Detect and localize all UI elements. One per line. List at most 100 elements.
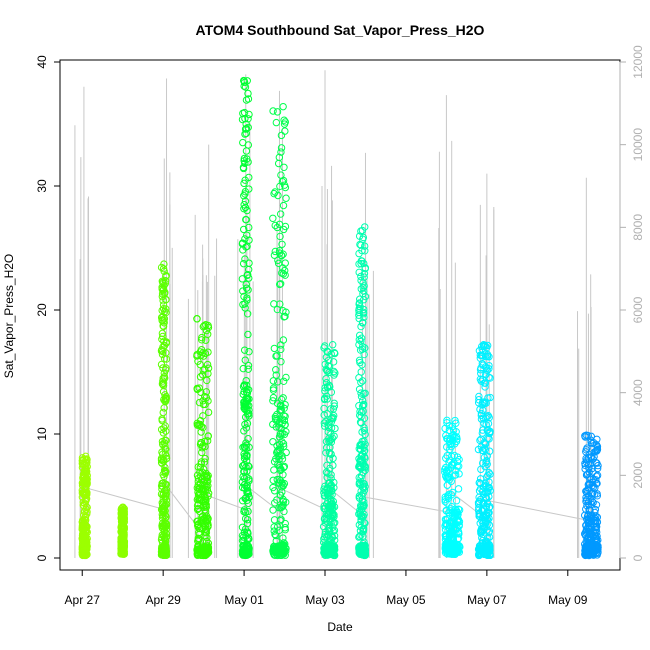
data-point	[241, 176, 249, 184]
data-point	[202, 503, 210, 511]
data-point	[203, 360, 212, 369]
data-point	[160, 369, 169, 377]
data-point	[323, 473, 331, 482]
data-point	[244, 534, 253, 542]
data-point	[356, 295, 364, 303]
data-point	[323, 367, 332, 376]
data-point	[279, 270, 288, 278]
data-point	[358, 361, 366, 369]
data-point	[453, 457, 462, 466]
data-point	[581, 459, 589, 468]
data-point	[589, 533, 597, 541]
data-point	[587, 453, 595, 461]
data-point	[322, 528, 330, 536]
data-point	[242, 463, 250, 471]
data-point	[449, 433, 457, 442]
data-point	[271, 247, 279, 256]
data-point	[277, 357, 285, 366]
data-point	[82, 505, 90, 513]
data-point	[360, 486, 369, 494]
data-point	[160, 267, 168, 275]
data-point	[483, 550, 491, 559]
data-point	[244, 89, 252, 98]
data-point	[584, 431, 592, 440]
data-point	[79, 551, 87, 559]
x-tick-label: May 01	[224, 593, 264, 607]
data-point	[241, 402, 249, 410]
data-point	[454, 534, 463, 542]
data-point	[320, 544, 328, 553]
data-point	[277, 405, 286, 414]
data-point	[204, 543, 213, 551]
data-point	[204, 482, 212, 490]
data-point	[479, 426, 487, 434]
data-point	[446, 456, 454, 464]
data-point	[158, 347, 167, 356]
data-point	[160, 490, 168, 498]
data-point	[477, 443, 486, 451]
data-point	[241, 255, 249, 263]
data-point	[274, 259, 283, 268]
data-point	[326, 491, 334, 499]
data-point	[204, 523, 212, 531]
data-point	[483, 426, 491, 434]
secondary-y-tick-label: 4000	[631, 379, 645, 406]
data-point	[325, 448, 334, 457]
data-point	[357, 322, 365, 331]
data-point	[158, 501, 167, 509]
data-point	[202, 388, 211, 396]
data-point	[450, 543, 459, 551]
data-point	[476, 405, 484, 414]
data-point	[197, 336, 206, 344]
data-point	[277, 345, 285, 354]
secondary-line	[208, 495, 246, 511]
data-point	[273, 410, 281, 419]
data-point	[242, 284, 251, 292]
data-point	[159, 285, 168, 294]
data-point	[478, 506, 486, 515]
data-point	[159, 322, 168, 331]
data-point	[201, 516, 210, 525]
data-point	[478, 342, 486, 351]
data-point	[242, 482, 250, 491]
data-point	[357, 408, 366, 416]
data-point	[328, 505, 336, 513]
data-point	[592, 546, 600, 555]
data-point	[279, 394, 287, 402]
data-point	[159, 479, 167, 487]
data-point	[244, 434, 252, 443]
data-point	[269, 438, 277, 446]
data-point	[357, 464, 365, 472]
data-point	[242, 120, 250, 128]
data-point	[479, 447, 487, 455]
data-point	[78, 454, 87, 462]
data-point	[239, 163, 248, 172]
data-point	[276, 280, 284, 289]
data-point	[201, 508, 210, 516]
data-point	[203, 533, 211, 542]
data-point	[448, 461, 456, 469]
data-point	[195, 524, 204, 533]
data-point	[584, 480, 592, 489]
data-points	[78, 76, 602, 560]
data-point	[594, 461, 602, 470]
data-point	[276, 232, 284, 241]
data-point	[277, 148, 285, 156]
x-tick-label: May 05	[386, 593, 426, 607]
data-point	[322, 449, 330, 457]
data-point	[278, 178, 287, 186]
data-point	[78, 479, 87, 487]
data-point	[279, 534, 287, 542]
data-point	[442, 506, 450, 515]
data-point	[243, 155, 251, 163]
y-tick-label: 20	[35, 303, 49, 317]
data-point	[592, 480, 600, 488]
data-point	[454, 516, 463, 524]
data-point	[482, 414, 490, 422]
data-point	[358, 396, 367, 405]
data-point	[161, 436, 169, 444]
data-point	[269, 214, 277, 222]
data-point	[274, 191, 282, 200]
data-point	[359, 310, 368, 318]
data-point	[275, 475, 283, 484]
